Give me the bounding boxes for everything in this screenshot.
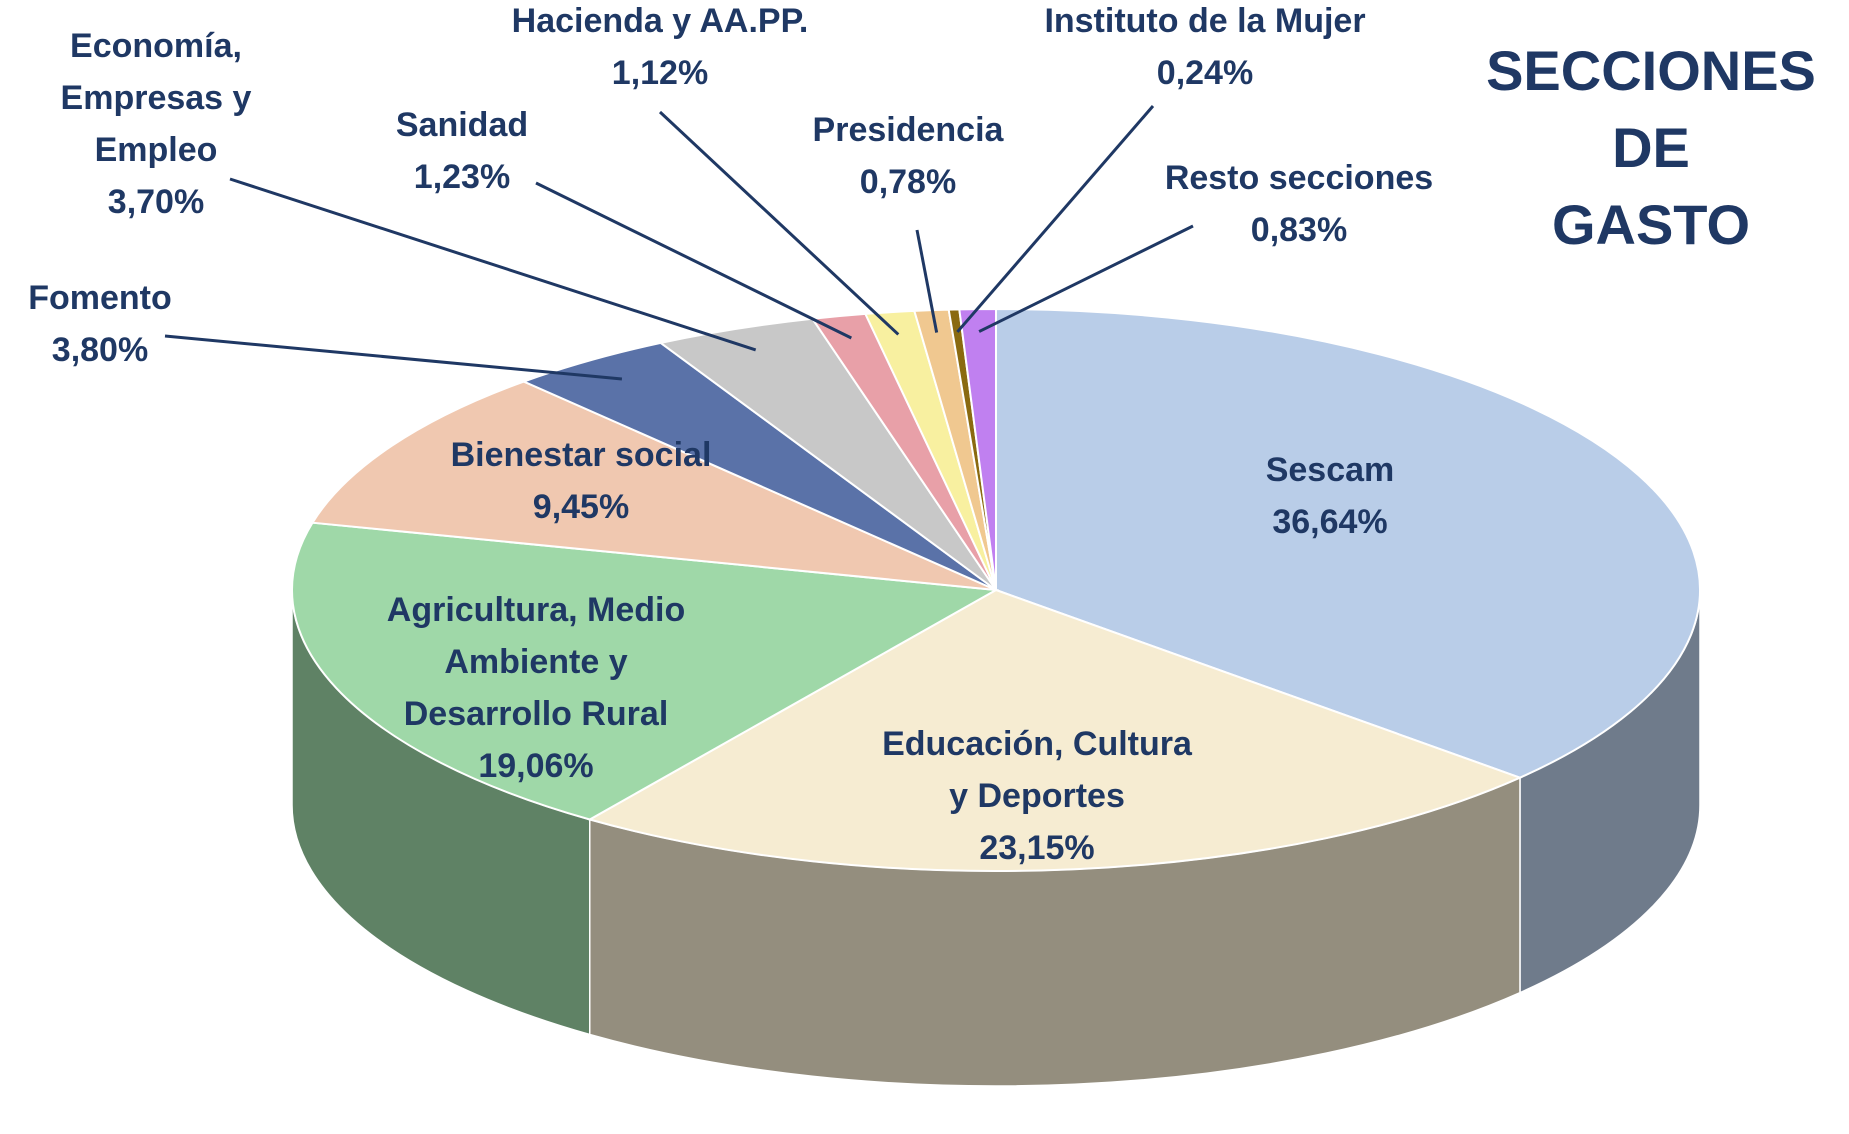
leader-line bbox=[535, 181, 853, 340]
slice-label: Agricultura, Medio Ambiente y Desarrollo R… bbox=[387, 591, 685, 733]
slice-value-label: 0,78% bbox=[860, 163, 956, 201]
labels: Sescam 36,64% Educación, Cultura y Deportes… bbox=[28, 2, 1816, 867]
slice bbox=[310, 380, 997, 591]
slice-label: Economía, Empresas y Empleo bbox=[61, 27, 252, 169]
leader-line bbox=[229, 177, 757, 352]
slice-value-label: 3,70% bbox=[108, 183, 204, 221]
slice-value-label: 9,45% bbox=[533, 488, 629, 526]
slice-value-label: 36,64% bbox=[1272, 503, 1387, 541]
slice-value-label: 23,15% bbox=[979, 829, 1094, 867]
chart-title: SECCIONES DE GASTO bbox=[1486, 39, 1816, 256]
slice-label: Instituto de la Mujer bbox=[1044, 2, 1365, 40]
slice bbox=[995, 307, 1701, 779]
slice-label: Sescam bbox=[1266, 451, 1395, 489]
pie-tops bbox=[291, 307, 1701, 872]
pie-walls bbox=[291, 589, 1701, 1087]
leader-line bbox=[956, 105, 1155, 333]
slice-label: Sanidad bbox=[396, 106, 528, 144]
slice-label: Hacienda y AA.PP. bbox=[512, 2, 809, 40]
slice-value-label: 1,23% bbox=[414, 158, 510, 196]
slice-label: Fomento bbox=[28, 279, 172, 317]
slice-value-label: 0,24% bbox=[1157, 54, 1253, 92]
slice-value-label: 3,80% bbox=[52, 331, 148, 369]
leader-line bbox=[658, 110, 900, 336]
slice-value-label: 0,83% bbox=[1251, 211, 1347, 249]
leader-line bbox=[978, 224, 1194, 333]
slice-label: Educación, Cultura y Deportes bbox=[882, 725, 1193, 815]
leader-line bbox=[915, 229, 939, 333]
slice-value-label: 19,06% bbox=[478, 747, 593, 785]
leader-line bbox=[164, 334, 623, 381]
slice-label: Resto secciones bbox=[1165, 159, 1433, 197]
slice bbox=[291, 521, 1000, 821]
slice-value-label: 1,12% bbox=[612, 54, 708, 92]
slice-label: Presidencia bbox=[813, 111, 1005, 149]
slice bbox=[587, 588, 1523, 872]
slice-label: Bienestar social bbox=[451, 436, 712, 474]
